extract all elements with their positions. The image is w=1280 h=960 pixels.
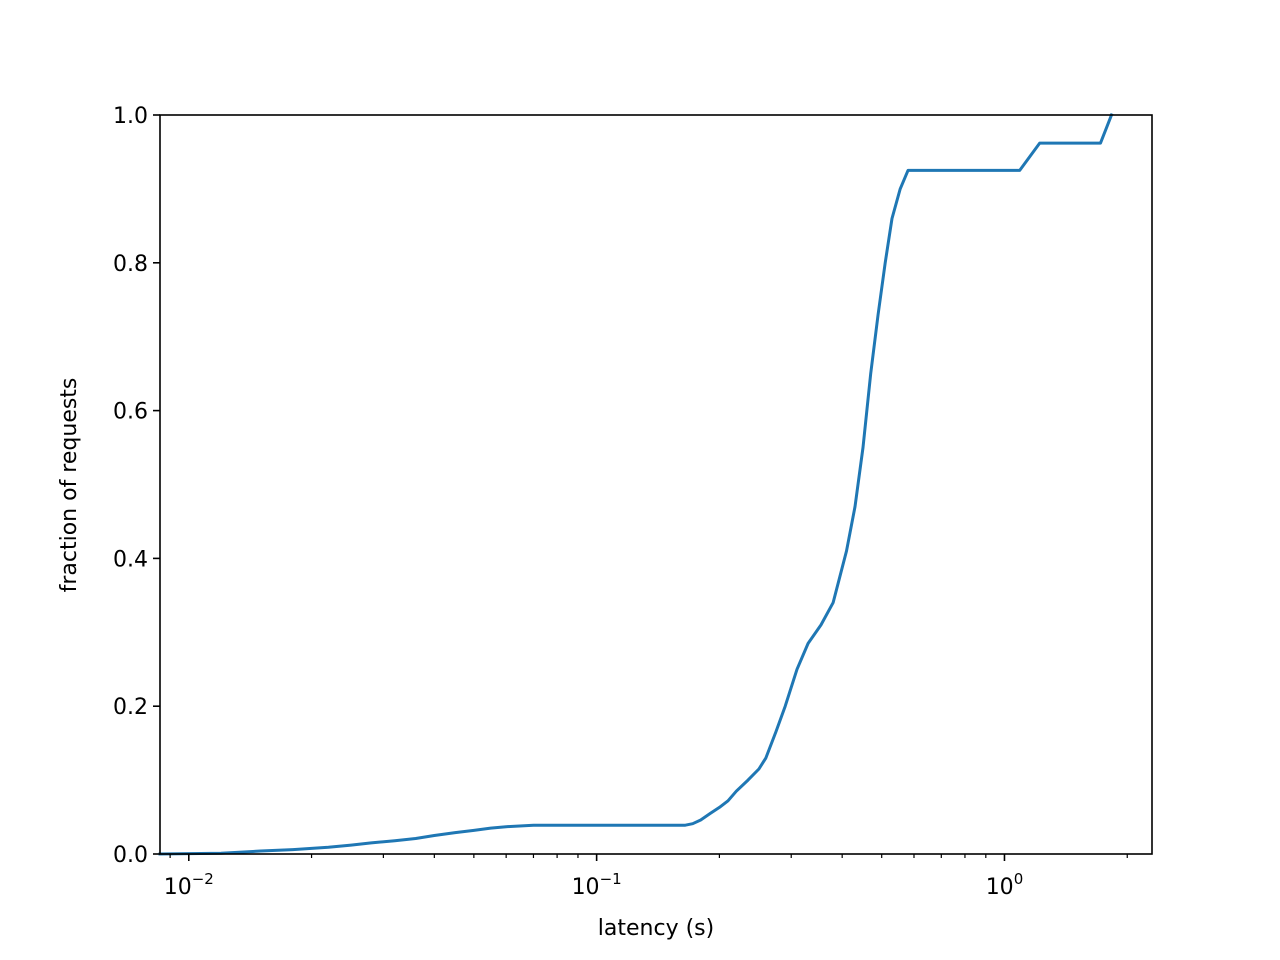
y-axis: 0.0 0.2 0.4 0.6 0.8 1.0 [113, 104, 160, 868]
x-tick-label: 10−1 [572, 870, 622, 900]
y-tick-label: 1.0 [113, 104, 148, 129]
x-tick-label: 100 [986, 870, 1024, 900]
y-tick-label: 0.2 [113, 695, 148, 720]
y-tick-label: 0.8 [113, 252, 148, 277]
y-axis-label: fraction of requests [57, 378, 82, 593]
cdf-series-line-0 [158, 113, 1114, 856]
y-tick-label: 0.4 [113, 547, 148, 572]
x-axis: 10−2 10−1 100 [164, 854, 1128, 900]
plot-frame [159, 114, 1153, 855]
x-tick-label: 10−2 [164, 870, 214, 900]
plot-layer [158, 113, 1114, 856]
y-tick-label: 0.6 [113, 400, 148, 425]
y-tick-label: 0.0 [113, 843, 148, 868]
x-axis-label: latency (s) [598, 916, 714, 941]
